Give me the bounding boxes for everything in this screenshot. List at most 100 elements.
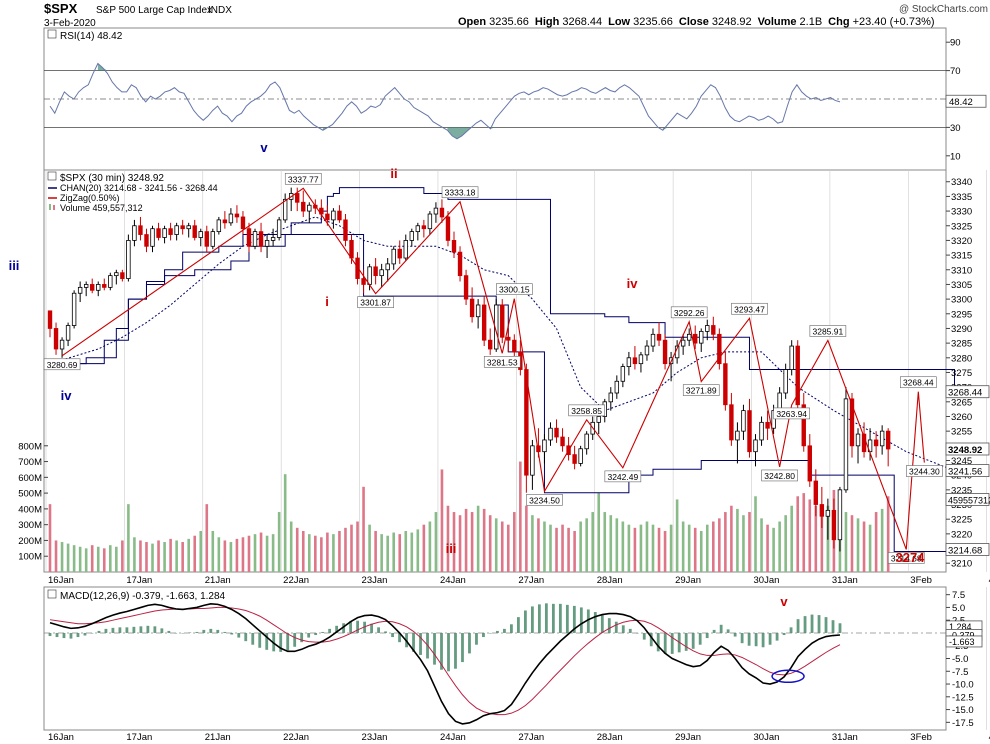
histogram-bar [300,632,304,643]
volume-bar [645,521,649,572]
candle-body [276,219,282,238]
candle-body [795,345,800,406]
candle-body [168,228,173,235]
volume-bar [657,527,661,572]
candle-body [228,213,234,224]
macd-value-badge-text: 1.284 [949,622,972,632]
volume-bar [145,542,148,572]
volume-bar [440,469,444,572]
histogram-bar [586,609,590,633]
quote-chg-label: Chg [828,16,849,28]
zigzag-value-box [568,404,605,417]
candle-body [53,328,59,350]
volume-bar [295,527,299,572]
price-value-badge-text: 3214.68 [948,545,982,556]
volume-bar [742,515,745,572]
volume-bar [856,518,860,572]
macd-legend-swatch [47,589,57,599]
price-tick-label: 3260 [951,412,972,423]
histogram-bar [705,632,709,639]
wave-label: iii [9,258,20,273]
histogram-bar [307,632,311,638]
zigzag-value-box [483,356,521,368]
volume-bar [205,504,209,572]
candle-body [735,430,740,441]
price-tick-label: 3330 [951,207,972,218]
histogram-bar [349,621,353,633]
histogram-bar [258,632,262,648]
histogram-bar [321,631,325,633]
zigzag-value-box [496,283,533,295]
zigzag-value-label: 3214.68 [891,553,922,563]
price-tick-label: 3265 [951,397,972,408]
volume-bar [96,546,100,572]
volume-tick-label: 200M [18,536,42,547]
histogram-bar [530,606,534,633]
price-x-label: 16Jan [48,575,74,586]
histogram-bar [523,610,527,633]
histogram-bar [454,632,457,669]
candle-body [210,231,216,247]
candle-body [216,219,222,233]
volume-bar [633,527,637,572]
histogram-bar [698,632,702,645]
histogram-bar [789,627,793,633]
price-x-label: 24Jan [440,575,466,586]
volume-bar [66,543,70,572]
quote-low-value: 3235.66 [633,16,673,28]
candle-body [723,363,728,406]
rsi-line [49,62,841,140]
volume-tick-label: 400M [18,504,42,515]
volume-bar [320,537,323,572]
volume-bar [356,521,359,572]
zigzag-value-label: 3337.77 [288,174,319,184]
volume-bar [416,529,420,572]
zigzag-value-label: 3281.53 [487,357,518,367]
macd-x-label: 24Jan [440,732,466,743]
volume-bar [259,532,263,572]
candle-body [132,225,137,241]
volume-bar [724,512,727,572]
price-x-label: 28Jan [597,575,623,586]
volume-tick-label: 800M [18,441,42,452]
zigzag-value-label: 3268.44 [903,378,934,388]
price-tick-label: 3245 [951,456,972,467]
candle-body [331,210,336,221]
histogram-bar [670,632,674,654]
histogram-bar [726,629,730,633]
candle-body [638,354,644,365]
price-x-label: 17Jan [126,575,152,586]
candle-body [77,286,83,294]
candle-body [487,339,493,350]
candle-body [96,284,101,291]
histogram-bar [768,632,772,645]
candle-body [65,325,71,341]
volume-bar [627,524,631,572]
histogram-bar [181,632,185,634]
candle-body [397,248,402,259]
wave-label: v [260,140,268,155]
channel-mid-line [49,216,955,472]
rsi-panel: RSI(14) 48.42 907050301048.42 [43,27,987,171]
candle-body [349,240,354,259]
price-value-badge-text: 3241.56 [948,467,982,478]
histogram-bar [412,632,415,652]
macd-tick-label: -15.0 [952,705,974,716]
volume-bar [543,521,546,572]
volume-bar [121,540,124,572]
volume-bar [718,518,721,572]
price-value-badge [945,543,990,556]
macd-x-label: 31Jan [832,732,858,743]
histogram-bar [279,632,283,652]
histogram-bar [824,617,828,633]
histogram-bar [111,627,115,633]
zigzag-value-box [670,306,708,319]
exchange-text: INDX [208,5,232,16]
zigzag-value-label: 3263.94 [776,409,807,419]
histogram-bar [719,624,723,633]
volume-bar [187,538,190,572]
index-name: S&P 500 Large Cap Index [96,5,212,16]
rsi-value-badge-text: 48.42 [949,97,973,108]
